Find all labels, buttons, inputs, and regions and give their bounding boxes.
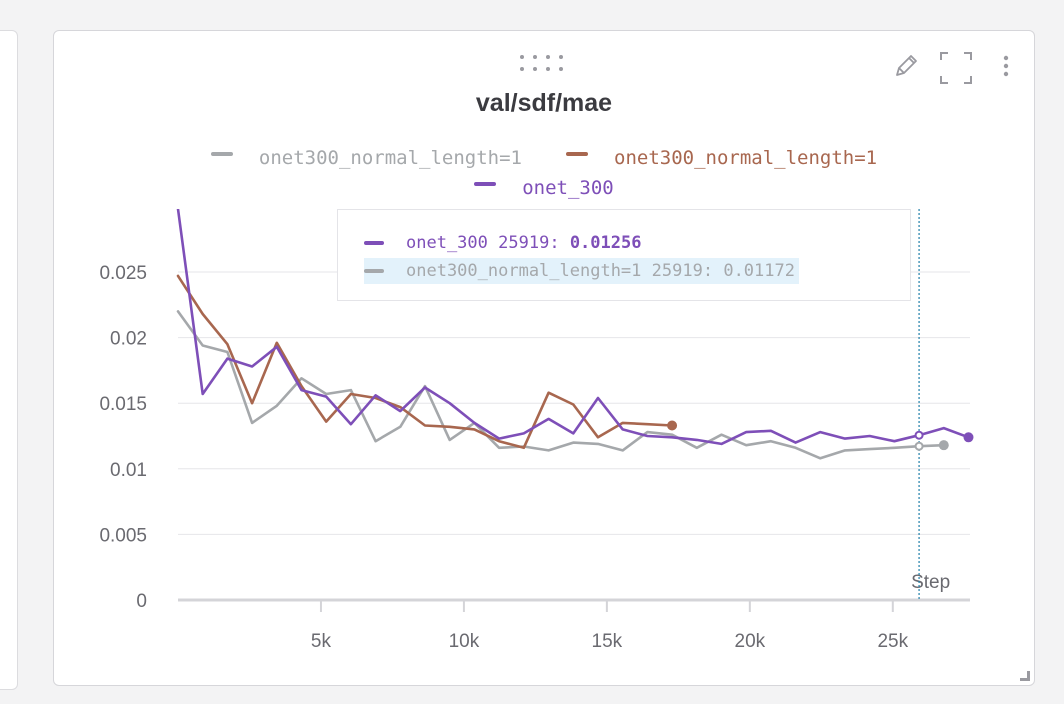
legend-swatch	[566, 152, 588, 156]
tooltip-series: onet_300	[406, 233, 488, 253]
resize-handle-icon[interactable]	[1020, 671, 1030, 681]
x-axis-label: Step	[911, 572, 950, 593]
legend-item-purple[interactable]: onet_300	[474, 177, 614, 199]
x-tick-label: 25k	[877, 631, 908, 652]
tooltip-row-purple: onet_300 25919: 0.01256	[364, 230, 641, 256]
tooltip-step: 25919:	[498, 233, 560, 253]
pencil-icon[interactable]	[891, 51, 921, 81]
tooltip-step: 25919:	[651, 261, 714, 281]
tooltip-row-gray: onet300_normal_length=1 25919: 0.01172	[364, 258, 799, 284]
legend-label: onet300_normal_length=1	[614, 147, 878, 169]
y-tick-label: 0.02	[110, 329, 147, 350]
y-tick-label: 0.01	[110, 460, 147, 481]
x-tick-label: 10k	[449, 631, 480, 652]
legend-swatch	[474, 182, 497, 186]
adjacent-panel	[0, 30, 18, 690]
y-tick-label: 0.015	[99, 394, 147, 415]
more-vertical-icon[interactable]	[991, 51, 1021, 81]
y-tick-label: 0.005	[99, 525, 147, 546]
series-line-1	[176, 274, 674, 450]
x-tick-label: 20k	[735, 631, 766, 652]
chart-panel: val/sdf/mae onet300_normal_length=1 onet…	[53, 30, 1035, 686]
legend-label: onet_300	[522, 177, 614, 199]
x-tick-label: 5k	[311, 631, 332, 652]
fullscreen-icon[interactable]	[939, 51, 972, 84]
hover-tooltip: onet_300 25919: 0.01256 onet300_normal_l…	[337, 209, 911, 301]
tooltip-value: 0.01172	[723, 261, 795, 281]
legend: onet300_normal_length=1 onet300_normal_l…	[54, 143, 1034, 203]
tooltip-swatch	[364, 241, 384, 245]
legend-item-gray[interactable]: onet300_normal_length=1	[210, 147, 522, 169]
series-end-point-1	[667, 420, 678, 431]
legend-item-brown[interactable]: onet300_normal_length=1	[566, 147, 877, 169]
hover-point-0	[914, 441, 924, 451]
chart-title: val/sdf/mae	[475, 89, 613, 117]
series-end-point-2	[963, 432, 974, 443]
series-line-0	[176, 310, 946, 460]
series-end-point-0	[938, 440, 949, 451]
line-chart[interactable]: 0 0.005 0.01 0.015 0.02 0.025 5k 10k 15k 20k 25k St…	[54, 31, 1034, 685]
y-tick-label: 0.025	[99, 263, 147, 284]
legend-swatch	[210, 152, 233, 156]
hover-point-2	[914, 430, 924, 440]
drag-handle-icon[interactable]	[520, 55, 574, 77]
y-tick-label: 0	[136, 591, 147, 612]
x-tick-label: 15k	[592, 631, 623, 652]
tooltip-series: onet300_normal_length=1	[406, 261, 642, 281]
tooltip-swatch	[364, 269, 384, 273]
series-line-2	[176, 209, 970, 446]
legend-label: onet300_normal_length=1	[258, 147, 522, 169]
tooltip-value: 0.01256	[569, 233, 642, 253]
